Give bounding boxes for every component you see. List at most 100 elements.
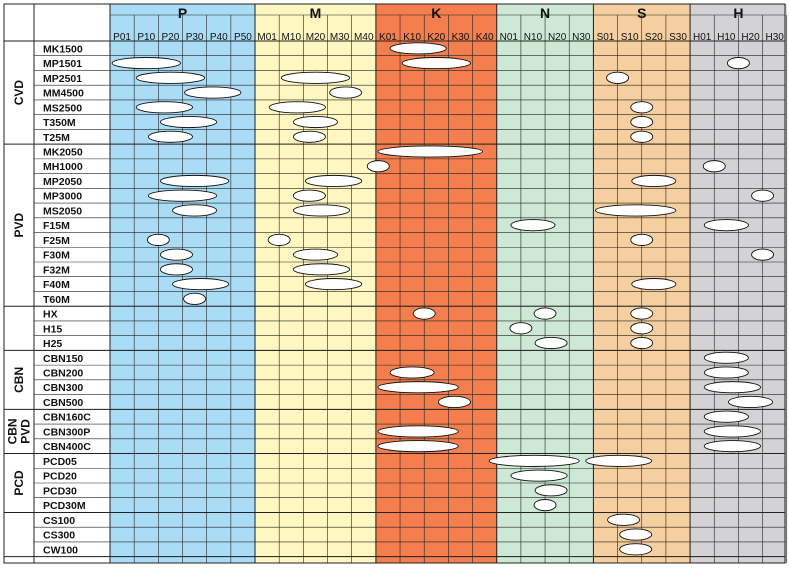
grade-range-mark [147,130,193,143]
grade-range-mark [172,278,230,291]
grade-range-mark [630,101,654,114]
grade-range-mark [268,101,326,114]
grade-label: MS2500 [43,102,82,114]
grade-label: MK2050 [43,146,83,158]
grade-range-mark [159,115,218,129]
grade-range-mark [751,248,775,261]
grade-label: CS100 [43,515,75,527]
band-k-bg [375,4,497,563]
tick-label: H01 [693,32,712,43]
tick-label: H30 [765,32,784,43]
tick-label: K20 [427,32,445,43]
tick-label: P50 [234,32,252,43]
group-label: PCD [12,470,26,496]
grade-range-mark [751,189,775,202]
grade-range-mark [488,454,580,467]
grade-label: T25M [43,132,70,144]
grade-range-mark [727,395,774,409]
grade-label: T350M [43,117,76,129]
tick-label: M40 [354,32,374,43]
grade-label: CBN150 [43,353,83,365]
grade-label: MP3000 [43,191,82,203]
grade-range-mark [389,42,447,55]
tick-label: S01 [597,32,615,43]
grade-label: PCD30M [43,500,86,512]
grade-range-mark [159,174,230,188]
tick-label: N01 [500,32,519,43]
grade-range-mark [533,499,557,512]
grade-label: HX [43,309,58,321]
grade-range-mark [630,336,654,350]
group-label: CBN [12,367,26,393]
group-label: CBN [6,418,20,444]
grade-range-mark [619,543,653,556]
tick-label: P10 [137,32,155,43]
tick-label: M10 [282,32,302,43]
grade-range-mark [702,160,726,173]
tick-label: P20 [162,32,180,43]
grade-label: F40M [43,279,70,291]
tick-label: S10 [621,32,639,43]
grade-label: F25M [43,235,70,247]
grade-range-mark [595,204,677,217]
grade-range-mark [630,130,654,143]
band-letter: M [310,5,322,21]
grade-range-mark [437,395,471,409]
grade-range-mark [267,233,291,246]
grade-range-mark [630,233,654,246]
grade-range-mark [329,86,363,99]
grade-label: T60M [43,294,70,306]
grade-range-mark [147,189,218,202]
grade-range-mark [304,278,363,291]
tick-label: P01 [113,32,131,43]
grade-label: MP2501 [43,73,82,85]
grade-range-mark [533,307,557,320]
grade-label: F15M [43,220,70,232]
grade-range-mark [703,366,749,379]
band-letter: S [637,5,646,21]
grade-range-mark [401,57,471,70]
grade-range-mark [631,174,677,188]
grade-range-mark [135,101,193,114]
grade-range-mark [585,454,653,467]
tick-label: M20 [306,32,326,43]
grade-range-mark [292,204,351,217]
grade-range-mark [703,381,761,394]
tick-label: K40 [476,32,494,43]
grade-range-mark [703,219,749,232]
grade-range-mark [280,71,351,84]
grade-range-mark [159,248,193,261]
grade-range-mark [377,381,459,394]
grade-range-mark [159,263,193,276]
grade-range-mark [366,160,390,173]
tick-label: M30 [330,32,350,43]
grade-range-mark [292,115,338,129]
grade-label: CBN200 [43,367,83,379]
grade-range-mark [534,484,568,497]
band-letter: K [431,5,441,21]
grade-range-mark [630,115,654,129]
grade-label: H25 [43,338,62,350]
tick-label: K30 [452,32,470,43]
grade-range-mark [703,425,761,438]
group-label: CVD [12,80,26,106]
group-label: PVD [19,419,33,444]
tick-label: P40 [210,32,228,43]
tick-label: N20 [548,32,567,43]
grade-label: CBN300 [43,382,83,394]
grade-range-mark [510,219,556,232]
chart-border [3,3,786,564]
grade-range-mark [184,86,242,99]
grade-label: F32M [43,264,70,276]
band-letter: N [540,5,550,21]
grade-label: CBN300P [43,426,90,438]
grade-label: CBN160C [43,412,91,424]
grade-range-mark [389,366,435,379]
tick-label: H20 [741,32,760,43]
grade-label: CW100 [43,544,78,556]
grade-label: CS300 [43,530,75,542]
grade-range-mark [292,263,351,276]
group-label: PVD [12,212,26,237]
grade-range-mark [292,189,326,202]
